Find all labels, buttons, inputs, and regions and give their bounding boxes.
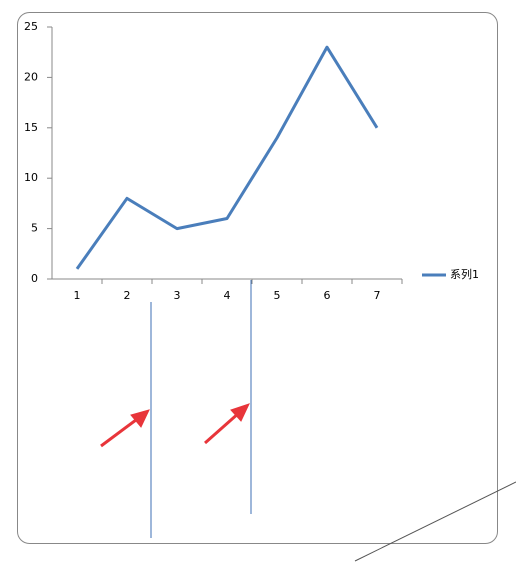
x-tick-label: 2 [124, 289, 131, 302]
arrow [100, 409, 150, 448]
y-tick-label: 20 [24, 70, 38, 83]
y-tick-label: 10 [24, 171, 38, 184]
x-tick-label: 6 [324, 289, 331, 302]
x-tick-label: 5 [274, 289, 281, 302]
x-tick-label: 1 [74, 289, 81, 302]
chart-area [17, 12, 498, 544]
y-tick-label: 15 [24, 121, 38, 134]
x-tick-label: 7 [374, 289, 381, 302]
decor-line [354, 481, 516, 562]
series-line [75, 45, 379, 270]
legend-label: 系列1 [450, 267, 479, 281]
y-tick-label: 25 [24, 20, 38, 33]
y-tick-label: 0 [31, 272, 38, 285]
x-tick-label: 3 [174, 289, 181, 302]
x-tick-label: 4 [224, 289, 231, 302]
y-tick-label: 5 [31, 222, 38, 235]
arrow [204, 403, 250, 445]
